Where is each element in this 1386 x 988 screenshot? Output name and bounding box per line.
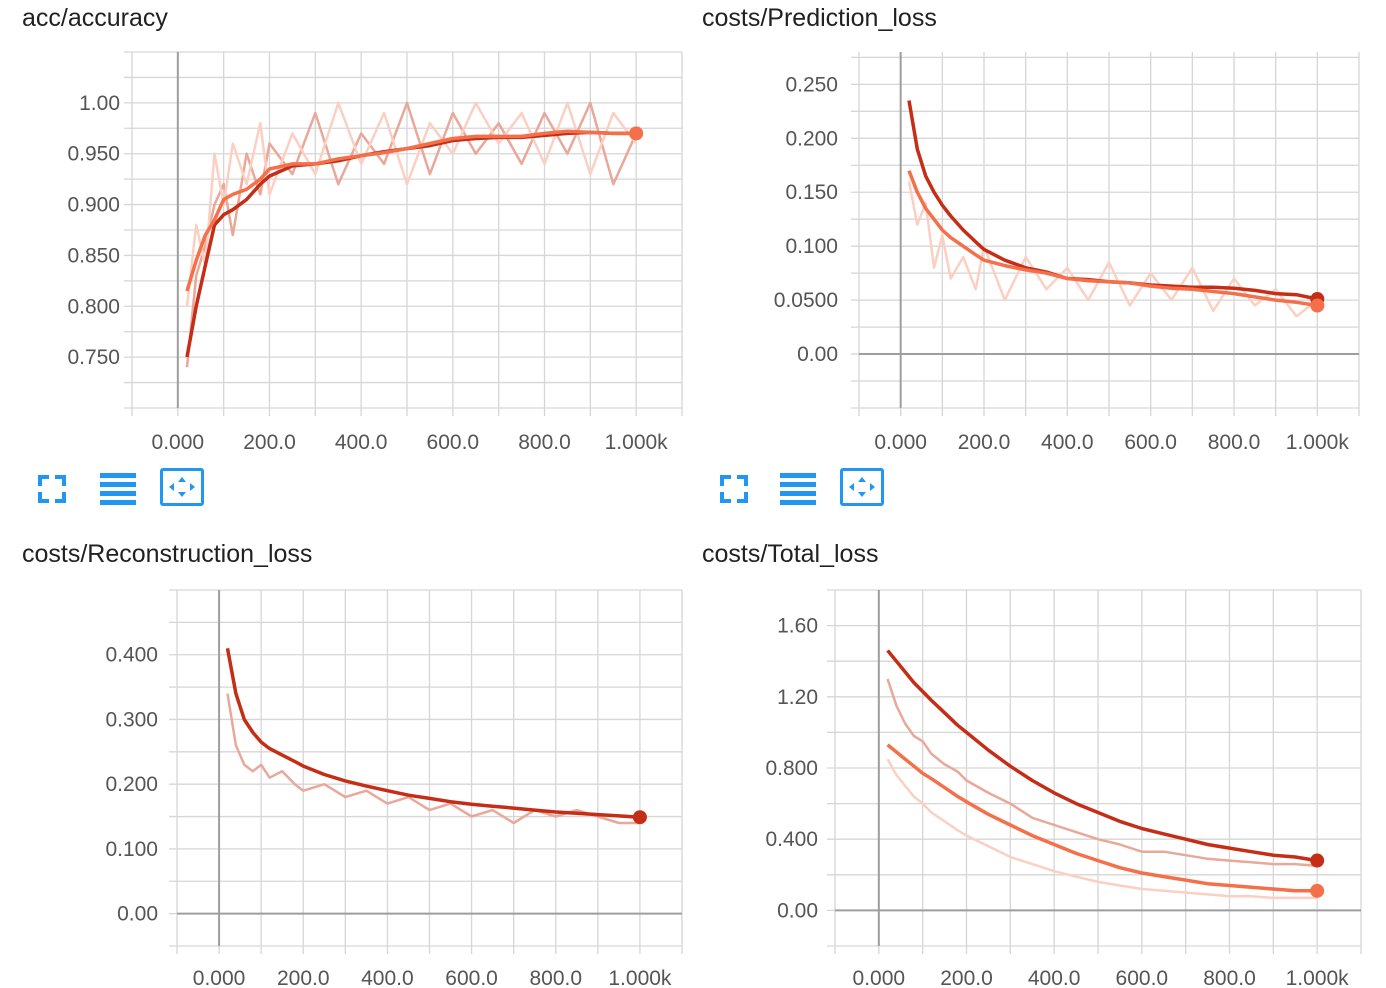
x-tick-label: 200.0 xyxy=(243,431,296,454)
y-tick-label: 0.800 xyxy=(67,295,120,318)
series-smoothed-line xyxy=(185,129,637,292)
toggle-log-scale-button[interactable] xyxy=(96,470,140,508)
x-tick-label: 800.0 xyxy=(518,431,571,454)
y-tick-label: 0.250 xyxy=(785,73,838,96)
series-end-marker xyxy=(1310,883,1325,898)
series-raw-line xyxy=(185,101,638,307)
y-tick-label: 0.750 xyxy=(67,346,120,369)
chart-card-prediction-loss: costs/Prediction_loss 0.00 0.0500 0.100 0.1… xyxy=(702,4,1382,514)
fullscreen-button[interactable] xyxy=(712,470,756,508)
y-tick-label: 1.20 xyxy=(777,686,818,709)
fullscreen-button[interactable] xyxy=(30,470,74,508)
x-tick-label: 1.000k xyxy=(1286,967,1350,988)
y-tick-label: 1.60 xyxy=(777,615,818,638)
chart-card-accuracy: acc/accuracy 0.750 0.800 0.850 0.900 0.950 1.… xyxy=(22,4,702,514)
y-tick-label: 0.00 xyxy=(117,903,158,926)
y-tick-label: 0.200 xyxy=(105,773,158,796)
fit-domain-button[interactable] xyxy=(160,468,204,506)
fullscreen-icon xyxy=(720,475,748,503)
chart-plot[interactable]: 0.00 0.0500 0.100 0.150 0.200 0.250 0.000 200.0… xyxy=(702,4,1382,464)
series-end-marker xyxy=(1310,853,1325,868)
series-end-marker xyxy=(1310,298,1325,313)
y-tick-label: 0.800 xyxy=(765,757,818,780)
fit-domain-icon xyxy=(849,477,875,497)
chart-title: costs/Prediction_loss xyxy=(702,4,937,32)
series-raw-line xyxy=(886,678,1318,868)
x-tick-label: 600.0 xyxy=(427,431,480,454)
x-tick-label: 400.0 xyxy=(361,967,414,988)
x-tick-label: 600.0 xyxy=(445,967,498,988)
x-tick-label: 800.0 xyxy=(1203,967,1256,988)
x-tick-label: 400.0 xyxy=(1028,967,1081,988)
chart-title: costs/Reconstruction_loss xyxy=(22,540,313,568)
fit-domain-icon xyxy=(169,477,195,497)
chart-card-total-loss: costs/Total_loss 0.00 0.400 0.800 1.20 1.60 0… xyxy=(702,540,1382,988)
x-tick-label: 200.0 xyxy=(277,967,330,988)
chart-title: costs/Total_loss xyxy=(702,540,879,568)
series-end-marker xyxy=(632,810,647,825)
chart-card-reconstruction-loss: costs/Reconstruction_loss 0.00 0.100 0.200… xyxy=(22,540,702,988)
series-raw-line xyxy=(185,101,638,368)
series-end-marker xyxy=(629,126,644,141)
chart-title: acc/accuracy xyxy=(22,4,168,32)
x-tick-label: 200.0 xyxy=(940,967,993,988)
chart-toolbar xyxy=(22,466,222,510)
y-tick-label: 1.00 xyxy=(79,92,120,115)
y-tick-label: 0.950 xyxy=(67,143,120,166)
x-tick-label: 1.000k xyxy=(1286,431,1350,454)
x-tick-label: 0.000 xyxy=(853,967,906,988)
y-tick-label: 0.200 xyxy=(785,127,838,150)
x-tick-label: 0.000 xyxy=(874,431,927,454)
toggle-log-scale-button[interactable] xyxy=(776,470,820,508)
x-tick-label: 400.0 xyxy=(1041,431,1094,454)
fit-domain-button[interactable] xyxy=(840,468,884,506)
x-tick-label: 1.000k xyxy=(605,431,669,454)
fullscreen-icon xyxy=(38,475,66,503)
chart-plot[interactable]: 0.750 0.800 0.850 0.900 0.950 1.00 0.000 200.0 4… xyxy=(22,4,702,464)
y-tick-label: 0.400 xyxy=(105,644,158,667)
y-tick-label: 0.850 xyxy=(67,244,120,267)
toggle-log-scale-icon xyxy=(100,473,136,505)
series-raw-line xyxy=(226,693,640,825)
series-smoothed-line xyxy=(886,743,1318,893)
x-tick-label: 1.000k xyxy=(608,967,672,988)
series-smoothed-line xyxy=(185,130,637,358)
x-tick-label: 400.0 xyxy=(335,431,388,454)
toggle-log-scale-icon xyxy=(780,473,816,505)
chart-plot[interactable]: 0.00 0.400 0.800 1.20 1.60 0.000 200.0 400.0 600… xyxy=(702,540,1382,988)
x-tick-label: 800.0 xyxy=(1208,431,1261,454)
y-tick-label: 0.0500 xyxy=(774,289,838,312)
y-tick-label: 0.400 xyxy=(765,828,818,851)
chart-toolbar xyxy=(702,466,902,510)
x-tick-label: 600.0 xyxy=(1116,967,1169,988)
x-tick-label: 0.000 xyxy=(152,431,205,454)
y-tick-label: 0.900 xyxy=(67,194,120,217)
series-smoothed-line xyxy=(225,647,641,819)
y-tick-label: 0.100 xyxy=(105,838,158,861)
y-tick-label: 0.00 xyxy=(797,343,838,366)
y-tick-label: 0.00 xyxy=(777,899,818,922)
y-tick-label: 0.300 xyxy=(105,708,158,731)
y-tick-label: 0.100 xyxy=(785,235,838,258)
series-raw-line xyxy=(907,181,1319,318)
x-tick-label: 600.0 xyxy=(1124,431,1177,454)
series-raw-line xyxy=(886,758,1318,900)
x-tick-label: 0.000 xyxy=(193,967,246,988)
series-smoothed-line xyxy=(907,170,1318,308)
chart-plot[interactable]: 0.00 0.100 0.200 0.300 0.400 0.000 200.0 400.0 6… xyxy=(22,540,702,988)
series-smoothed-line xyxy=(886,649,1318,863)
y-tick-label: 0.150 xyxy=(785,181,838,204)
x-tick-label: 800.0 xyxy=(529,967,582,988)
x-tick-label: 200.0 xyxy=(958,431,1011,454)
